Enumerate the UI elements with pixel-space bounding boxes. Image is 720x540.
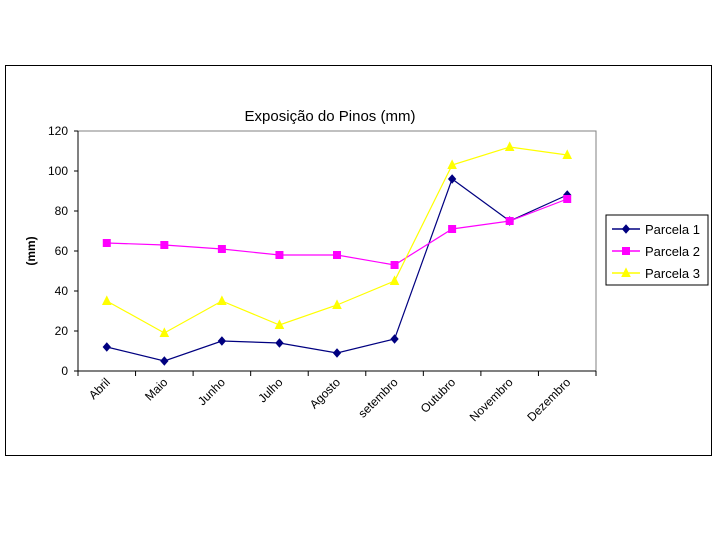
data-point [563,195,572,203]
chart-title: Exposição do Pinos (mm) [245,108,416,125]
x-tick-label: Julho [255,375,285,405]
data-point [562,149,573,159]
data-point [274,319,285,329]
data-point [332,348,342,358]
legend-label: Parcela 1 [645,222,700,237]
data-point [102,239,111,247]
data-point [217,336,227,346]
y-tick-label: 80 [55,204,69,218]
data-point [448,225,457,233]
legend-marker [621,267,631,277]
legend: Parcela 1 Parcela 2 Parcela 3 [605,214,709,286]
y-axis-label: (mm) [24,236,38,265]
data-point [505,217,514,225]
x-tick-label: Dezembro [524,375,573,424]
series-lines [101,141,573,366]
data-point [333,251,341,259]
y-tick-label: 40 [55,284,69,298]
y-tick-label: 0 [61,364,68,378]
x-tick-label: Junho [195,375,228,408]
data-point [504,141,515,151]
legend-marker [622,247,630,255]
data-point [275,251,284,259]
x-tick-label: Outubro [418,375,459,416]
data-point [390,261,399,269]
data-point [160,241,169,249]
y-tick-label: 60 [55,244,69,258]
x-tick-label: setembro [355,375,401,421]
x-tick-label: Abril [86,375,113,402]
data-point [447,174,457,184]
data-point [160,356,169,366]
data-point [332,299,342,309]
data-point [102,342,111,352]
x-tick-label: Agosto [307,375,344,412]
data-point [389,275,400,285]
data-point [101,295,112,305]
legend-label: Parcela 3 [645,266,700,281]
y-tick-label: 100 [48,164,68,178]
data-point [159,327,170,337]
series-2 [102,195,572,269]
x-tick-label: Maio [142,375,171,404]
data-point [447,159,457,169]
x-tick-label: Novembro [467,375,516,424]
y-tick-label: 20 [55,324,69,338]
legend-marker [621,224,631,234]
data-point [217,245,226,253]
data-point [275,338,284,348]
series-1 [102,174,572,366]
series-3 [101,141,573,337]
y-tick-label: 120 [48,124,68,138]
data-point [217,295,227,305]
data-point [390,334,399,344]
legend-label: Parcela 2 [645,244,700,259]
